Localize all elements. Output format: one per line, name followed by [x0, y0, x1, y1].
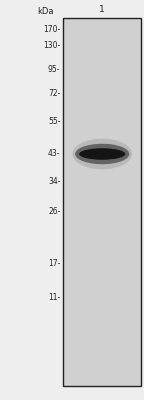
Text: kDa: kDa — [37, 7, 54, 16]
Ellipse shape — [75, 144, 129, 164]
Text: 43-: 43- — [48, 150, 60, 158]
Bar — [63, 18, 141, 386]
Text: 1: 1 — [99, 5, 105, 14]
Ellipse shape — [79, 148, 125, 160]
Text: 17-: 17- — [48, 260, 60, 268]
Ellipse shape — [72, 139, 132, 169]
Text: 72-: 72- — [48, 90, 60, 98]
Text: 170-: 170- — [43, 26, 60, 34]
Text: 26-: 26- — [48, 208, 60, 216]
Text: 55-: 55- — [48, 118, 60, 126]
Text: 34-: 34- — [48, 178, 60, 186]
Text: 95-: 95- — [48, 66, 60, 74]
Text: 11-: 11- — [48, 294, 60, 302]
Text: 130-: 130- — [43, 42, 60, 50]
